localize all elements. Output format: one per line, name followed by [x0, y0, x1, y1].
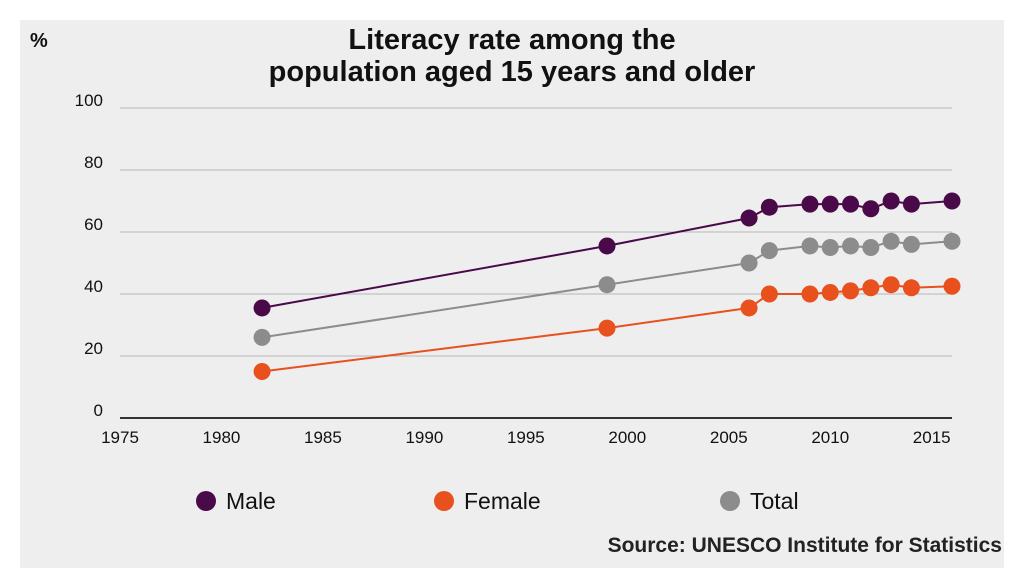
data-point-male: [842, 195, 860, 213]
legend-label-male: Male: [226, 487, 276, 514]
data-point-total: [862, 239, 880, 256]
data-point-female: [902, 279, 920, 297]
source-note: Source: UNESCO Institute for Statistics: [607, 534, 1002, 557]
y-tick-label: 100: [75, 91, 103, 110]
data-point-male: [253, 299, 271, 317]
x-tick-label: 1995: [507, 428, 545, 447]
data-point-male: [598, 237, 616, 255]
data-point-male: [862, 200, 880, 218]
series-total: [253, 232, 961, 346]
data-point-male: [882, 192, 900, 210]
x-tick-labels: 1975 1980 1985 1990 1995 2000 2005 2010 2015: [101, 428, 951, 447]
legend-item-male: Male: [196, 486, 276, 516]
data-point-female: [801, 285, 819, 303]
data-point-total: [598, 276, 616, 294]
y-tick-label: 20: [84, 339, 103, 358]
x-tick-label: 1985: [304, 428, 342, 447]
data-point-female: [760, 285, 778, 303]
data-point-male: [821, 195, 839, 213]
legend-marker-male: [196, 491, 216, 511]
legend-label-total: Total: [750, 487, 799, 514]
data-point-total: [801, 237, 819, 255]
data-point-female: [842, 282, 860, 300]
x-tick-label: 2010: [811, 428, 849, 447]
legend-item-total: Total: [720, 486, 799, 516]
y-tick-label: 40: [84, 277, 103, 296]
data-point-male: [740, 209, 758, 227]
data-point-male: [760, 198, 778, 216]
data-point-total: [943, 232, 961, 250]
data-point-female: [943, 277, 961, 295]
legend-label-female: Female: [464, 487, 541, 514]
x-tick-label: 1975: [101, 428, 139, 447]
legend-marker-female: [434, 491, 454, 511]
x-tick-label: 2000: [608, 428, 646, 447]
data-point-female: [862, 279, 880, 297]
x-tick-label: 1980: [203, 428, 241, 447]
data-point-total: [760, 242, 778, 260]
data-point-female: [253, 363, 271, 380]
series-male: [253, 192, 961, 317]
data-point-female: [740, 299, 758, 317]
series-lines: [253, 192, 961, 380]
data-point-total: [842, 237, 860, 255]
y-tick-label: 60: [84, 215, 103, 234]
legend-marker-total: [720, 491, 740, 511]
y-tick-label: 80: [84, 153, 103, 172]
y-unit-label: %: [30, 30, 48, 52]
data-point-total: [821, 239, 839, 256]
series-female: [253, 276, 961, 380]
chart-title-line-1: Literacy rate among the: [348, 24, 676, 56]
x-tick-label: 2005: [710, 428, 748, 447]
data-point-female: [598, 319, 616, 337]
data-point-total: [902, 235, 920, 253]
x-tick-label: 2015: [913, 428, 951, 447]
data-point-male: [801, 195, 819, 213]
data-point-male: [943, 192, 961, 210]
grid-lines: [120, 107, 952, 419]
data-point-female: [821, 283, 839, 301]
chart-title-line-2: population aged 15 years and older: [268, 56, 756, 88]
data-point-male: [902, 195, 920, 213]
data-point-total: [882, 232, 900, 250]
y-tick-labels: 0 20 40 60 80 100: [75, 91, 103, 420]
data-point-total: [740, 254, 758, 272]
x-tick-label: 1990: [405, 428, 443, 447]
data-point-total: [253, 328, 271, 346]
legend-item-female: Female: [434, 486, 541, 516]
y-tick-label: 0: [94, 401, 103, 420]
data-point-female: [882, 276, 900, 294]
